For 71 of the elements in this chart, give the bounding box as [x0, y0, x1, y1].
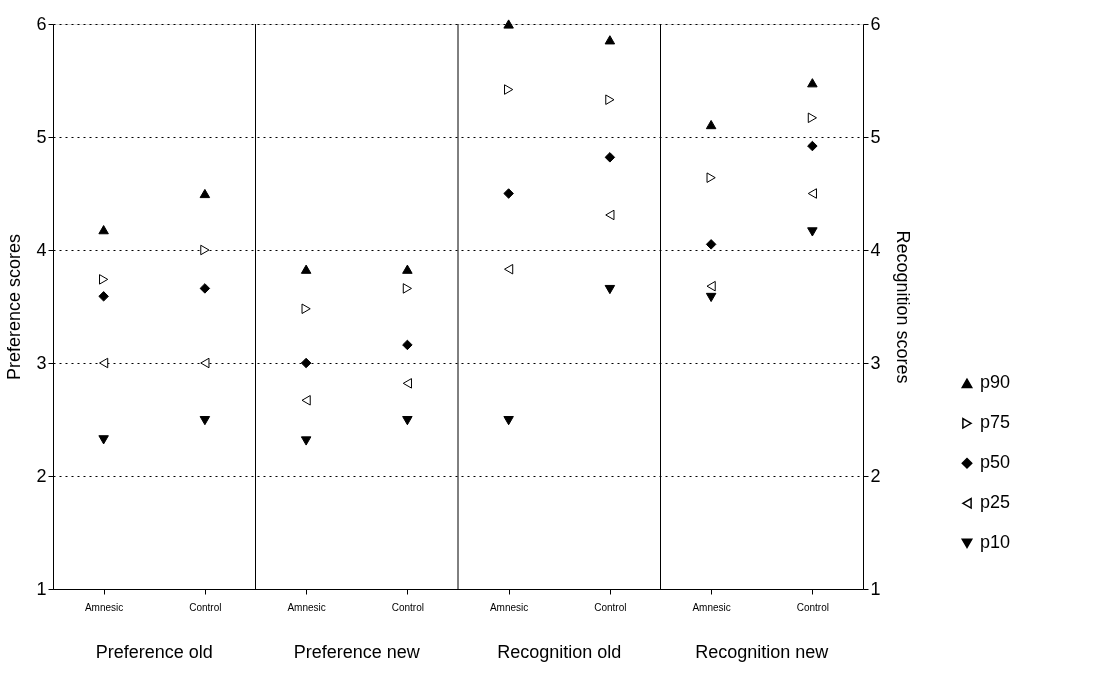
- point: [807, 140, 818, 152]
- y2-tick-label: 6: [870, 13, 881, 34]
- y2-tick-label: 5: [870, 126, 881, 147]
- y-tick-label: 6: [36, 13, 47, 34]
- x-tick-label: Amnesic: [692, 601, 731, 613]
- point: [98, 291, 109, 302]
- point: [98, 435, 109, 445]
- x-tick-label: Amnesic: [489, 601, 529, 613]
- point: [504, 84, 514, 95]
- point: [705, 239, 717, 250]
- x-tick-label: Control: [189, 601, 222, 613]
- point: [807, 188, 817, 199]
- point: [705, 119, 717, 130]
- point: [503, 188, 514, 199]
- point: [504, 263, 514, 275]
- point: [99, 357, 109, 369]
- point: [402, 378, 412, 389]
- point: [200, 244, 210, 256]
- point: [402, 264, 413, 274]
- point: [604, 152, 616, 163]
- point: [99, 274, 109, 285]
- point: [301, 395, 311, 406]
- point: [301, 303, 311, 314]
- point: [300, 357, 312, 369]
- point: [402, 339, 413, 351]
- text: Recognition old: [497, 642, 622, 662]
- point: [98, 225, 109, 235]
- y2-tick-label: 3: [870, 352, 881, 373]
- y-tick-label: 3: [36, 352, 47, 373]
- x-tick-label: Control: [796, 601, 829, 613]
- legend-label: p75: [980, 412, 1011, 433]
- point: [199, 416, 211, 426]
- legend-label: p25: [980, 492, 1011, 513]
- text: Preference new: [293, 642, 421, 662]
- legend-label: p10: [980, 532, 1011, 553]
- y2-tick-label: 2: [870, 465, 881, 486]
- y-axis-title: Preference scores: [4, 233, 25, 381]
- point: [402, 283, 412, 294]
- y-tick-label: 2: [36, 465, 47, 486]
- point: [807, 78, 818, 88]
- point: [402, 416, 413, 426]
- y2-axis-title: Recognition scores: [892, 230, 913, 384]
- text: Recognition new: [695, 642, 830, 662]
- point: [199, 188, 211, 199]
- point: [300, 264, 312, 274]
- point: [604, 284, 616, 295]
- point: [200, 357, 210, 369]
- x-tick-label: Control: [594, 601, 627, 613]
- point: [503, 416, 514, 426]
- text: Preference old: [95, 642, 213, 662]
- legend-label: p90: [980, 372, 1011, 393]
- x-tick-label: Amnesic: [84, 601, 124, 613]
- point: [807, 227, 818, 237]
- point: [605, 94, 615, 105]
- x-tick-label: Control: [391, 601, 424, 613]
- point: [705, 292, 717, 303]
- point: [706, 172, 716, 183]
- y-tick-label: 4: [36, 239, 47, 260]
- point: [300, 436, 312, 446]
- point: [807, 112, 817, 124]
- y-tick-label: 1: [36, 578, 47, 599]
- y-tick-label: 5: [36, 126, 47, 147]
- point: [503, 19, 514, 29]
- y2-tick-label: 1: [870, 578, 881, 599]
- point: [605, 209, 615, 221]
- legend-label: p50: [980, 452, 1011, 473]
- y2-tick-label: 4: [870, 239, 881, 260]
- x-tick-label: Amnesic: [287, 601, 326, 613]
- point: [604, 35, 616, 45]
- point: [706, 280, 716, 292]
- point: [199, 283, 211, 294]
